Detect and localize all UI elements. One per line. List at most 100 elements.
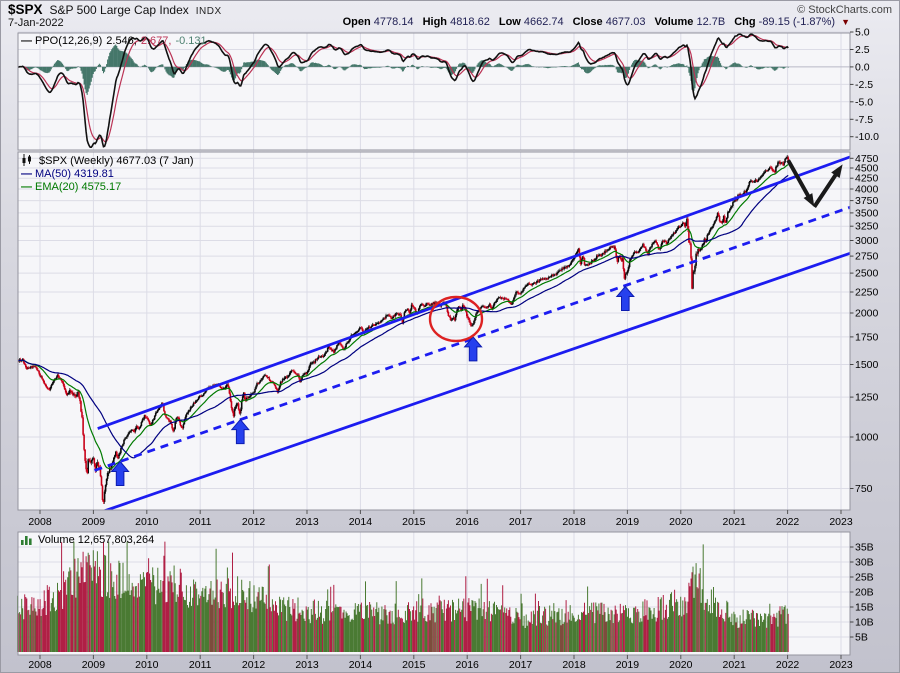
x-axis-label: 2010 bbox=[135, 516, 159, 528]
main-legend-title: $SPX (Weekly) 4677.03 (7 Jan) bbox=[39, 155, 194, 167]
y-axis-label: 3500 bbox=[855, 207, 879, 219]
ppo-legend: — PPO(12,26,9) 2.546, 2.677, -0.131 bbox=[21, 35, 207, 48]
ppo-panel-bg bbox=[18, 33, 850, 150]
y-axis-label: 5B bbox=[855, 632, 868, 644]
y-axis-label: 4750 bbox=[855, 153, 879, 165]
quote-high: High 4818.62 bbox=[422, 16, 490, 28]
x-axis-label: 2022 bbox=[776, 659, 800, 671]
volume-legend: Volume 12,657,803,264 bbox=[21, 534, 154, 547]
y-axis-label: 2750 bbox=[855, 251, 879, 263]
x-axis-label: 2013 bbox=[295, 659, 319, 671]
x-axis-label: 2022 bbox=[776, 516, 800, 528]
y-axis-label: 3000 bbox=[855, 235, 879, 247]
main-panel-border bbox=[17, 151, 851, 511]
y-axis-label: 2.5 bbox=[855, 44, 870, 56]
x-axis-label: 2009 bbox=[82, 659, 106, 671]
x-axis-label: 2013 bbox=[295, 516, 319, 528]
y-axis-label: -5.0 bbox=[855, 96, 873, 108]
x-axis-label: 2011 bbox=[189, 516, 212, 528]
x-axis-label: 2010 bbox=[135, 659, 159, 671]
ppo-panel-border bbox=[17, 32, 851, 151]
y-axis-label: 20B bbox=[855, 587, 874, 599]
ppo-signal-line bbox=[17, 34, 789, 143]
ppo-signal-value: 2.677, bbox=[140, 35, 172, 47]
quote-open: Open 4778.14 bbox=[342, 16, 414, 28]
x-axis-label: 2015 bbox=[402, 659, 426, 671]
ma50-line bbox=[18, 174, 789, 459]
y-axis-label: 2000 bbox=[855, 308, 879, 320]
exchange-label: INDX bbox=[195, 6, 222, 17]
y-axis-label: 15B bbox=[855, 602, 874, 614]
y-axis-label: 30B bbox=[855, 557, 874, 569]
y-axis-label: 1750 bbox=[855, 331, 879, 343]
chart-date: 7-Jan-2022 bbox=[8, 17, 64, 29]
channel-trendline bbox=[102, 251, 850, 510]
y-axis-label: 2500 bbox=[855, 268, 879, 280]
ma50-label: MA(50) 4319.81 bbox=[35, 168, 114, 180]
y-axis-label: -7.5 bbox=[855, 114, 873, 126]
header-title: $SPX S&P 500 Large Cap Index INDX bbox=[8, 2, 222, 17]
projection-arrow-line bbox=[786, 159, 814, 204]
y-axis-label: 3750 bbox=[855, 195, 879, 207]
y-axis-label: 25B bbox=[855, 572, 874, 584]
vol-panel-border bbox=[17, 531, 851, 656]
x-axis-label: 2012 bbox=[242, 516, 266, 528]
stockcharts-credit: © StockCharts.com bbox=[797, 4, 892, 16]
y-axis-label: 5.0 bbox=[855, 27, 870, 39]
x-axis-label: 2016 bbox=[456, 516, 480, 528]
ppo-hist-value: -0.131 bbox=[175, 35, 207, 47]
ema20-swatch: — bbox=[21, 181, 32, 193]
projection-arrowhead bbox=[831, 164, 843, 178]
x-axis-label: 2017 bbox=[509, 516, 533, 528]
main-legend: $SPX (Weekly) 4677.03 (7 Jan) — MA(50) 4… bbox=[21, 153, 194, 194]
ema20-label: EMA(20) 4575.17 bbox=[35, 181, 122, 193]
x-axis-label: 2020 bbox=[669, 516, 693, 528]
quote-row: Open 4778.14 High 4818.62 Low 4662.74 Close… bbox=[343, 16, 850, 28]
x-axis-label: 2021 bbox=[723, 659, 747, 671]
x-axis-label: 2019 bbox=[616, 516, 640, 528]
volume-legend-title: Volume 12,657,803,264 bbox=[38, 534, 155, 546]
ppo-value: 2.546, bbox=[106, 35, 137, 47]
y-axis-label: 2250 bbox=[855, 287, 879, 299]
main-panel-series bbox=[18, 155, 850, 510]
blue-up-arrow-annotation bbox=[110, 460, 130, 486]
chg-dropdown-arrow[interactable]: ▼ bbox=[841, 17, 850, 27]
y-axis-label: 1000 bbox=[855, 432, 879, 444]
quote-volume: Volume 12.7B bbox=[654, 16, 726, 28]
y-axis-label: 1250 bbox=[855, 392, 879, 404]
x-axis-label: 2014 bbox=[349, 516, 373, 528]
x-axis-label: 2021 bbox=[723, 516, 747, 528]
y-axis-label: 4250 bbox=[855, 173, 879, 185]
y-axis-label: 1500 bbox=[855, 359, 879, 371]
index-name: S&P 500 Large Cap Index bbox=[49, 3, 189, 17]
x-axis-label: 2008 bbox=[28, 516, 52, 528]
ppo-line-swatch: — bbox=[21, 35, 32, 47]
x-axis-label: 2008 bbox=[28, 659, 52, 671]
y-axis-label: 750 bbox=[855, 483, 873, 495]
quote-low: Low 4662.74 bbox=[498, 16, 564, 28]
y-axis-label: 35B bbox=[855, 542, 874, 554]
red-circle-annotation bbox=[428, 295, 484, 343]
blue-up-arrow-annotation bbox=[463, 336, 483, 362]
x-axis-label: 2019 bbox=[616, 659, 640, 671]
y-axis-label: -10.0 bbox=[855, 131, 879, 143]
channel-midline-dashed bbox=[94, 205, 850, 472]
candlestick-icon bbox=[21, 153, 33, 170]
symbol: $SPX bbox=[8, 2, 43, 17]
x-axis-label: 2023 bbox=[829, 659, 853, 671]
x-axis-label: 2020 bbox=[669, 659, 693, 671]
x-axis-label: 2017 bbox=[509, 659, 533, 671]
y-axis-label: 4000 bbox=[855, 184, 879, 196]
channel-trendline bbox=[97, 155, 850, 430]
y-axis-label: 3250 bbox=[855, 221, 879, 233]
x-axis-label: 2015 bbox=[402, 516, 426, 528]
volume-bars-down bbox=[18, 541, 789, 652]
blue-up-arrow-annotation bbox=[230, 418, 250, 445]
y-axis-label: 0.0 bbox=[855, 61, 870, 73]
x-axis-label: 2014 bbox=[349, 659, 373, 671]
ppo-line bbox=[17, 33, 789, 148]
x-axis-label: 2018 bbox=[562, 659, 586, 671]
x-axis-label: 2023 bbox=[829, 516, 853, 528]
x-axis-label: 2016 bbox=[456, 659, 480, 671]
